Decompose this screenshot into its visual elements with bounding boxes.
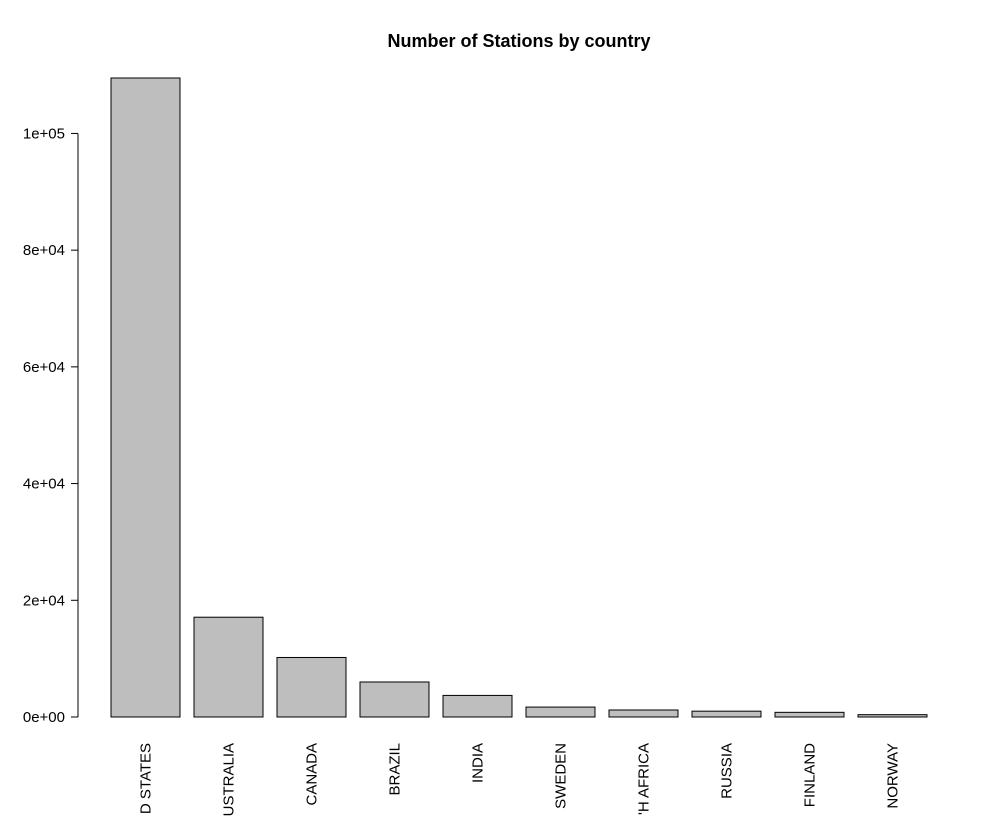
bar <box>774 711 845 718</box>
bar <box>359 681 430 718</box>
bar <box>525 706 596 718</box>
bar <box>276 656 347 718</box>
x-category-label: CANADA <box>304 743 321 806</box>
x-category-label: D STATES <box>138 743 155 814</box>
x-category-label: FINLAND <box>802 743 819 807</box>
x-category-label: USTRALIA <box>221 743 238 816</box>
x-category-label: BRAZIL <box>387 743 404 796</box>
x-category-label: RUSSIA <box>719 743 736 799</box>
y-tick-label: 2e+04 <box>23 592 65 609</box>
x-axis-labels: D STATES USTRALIA CANADA BRAZIL INDIA SWEDEN '… <box>138 743 902 817</box>
x-category-label: 'H AFRICA <box>636 743 653 815</box>
bar <box>691 710 762 718</box>
bar <box>608 709 679 718</box>
bars-group <box>110 77 928 718</box>
bar <box>442 694 513 718</box>
chart-title: Number of Stations by country <box>387 31 650 51</box>
bar <box>857 714 928 718</box>
y-tick-label: 4e+04 <box>23 476 65 493</box>
y-tick-label: 0e+00 <box>23 709 65 726</box>
y-tick-label: 1e+05 <box>23 125 65 142</box>
bar <box>110 77 181 718</box>
x-category-label: SWEDEN <box>553 743 570 809</box>
x-category-label: INDIA <box>470 743 487 783</box>
y-tick-label: 8e+04 <box>23 242 65 259</box>
bar <box>193 616 264 718</box>
y-tick-label: 6e+04 <box>23 359 65 376</box>
x-category-label: NORWAY <box>885 743 902 809</box>
y-axis: 0e+00 2e+04 4e+04 6e+04 8e+04 1e+05 <box>23 125 79 726</box>
